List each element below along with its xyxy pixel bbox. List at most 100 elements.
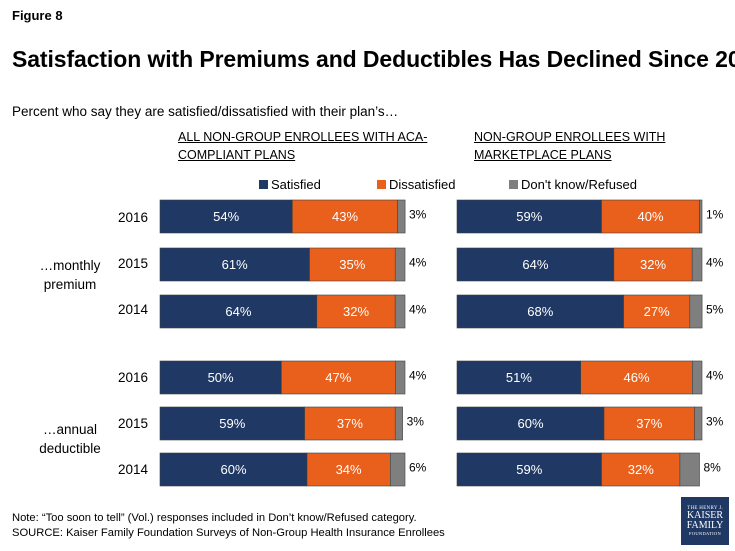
label-p1-deductible-2015-dont-know: 3% (407, 415, 425, 429)
label-p1-premium-2016-dissatisfied: 43% (332, 209, 358, 224)
label-p1-deductible-2016-dissatisfied: 47% (325, 370, 351, 385)
label-p2-deductible-2016-satisfied: 51% (506, 370, 532, 385)
label-p1-deductible-2015-dissatisfied: 37% (337, 416, 363, 431)
bar-p1-premium-2014-dont-know (394, 294, 406, 329)
label-p2-deductible-2014-dont-know: 8% (704, 461, 722, 475)
bar-p2-deductible-2015-dissatisfied (603, 406, 695, 441)
bar-p1-premium-2016-dissatisfied (291, 199, 398, 234)
label-p1-premium-2015-dont-know: 4% (409, 256, 427, 270)
bar-p2-premium-2015-dont-know (691, 247, 703, 282)
bar-p1-deductible-2014-dont-know (389, 452, 406, 487)
bar-p2-deductible-2016-dissatisfied (580, 360, 693, 395)
label-p1-deductible-2016-satisfied: 50% (208, 370, 234, 385)
label-p1-premium-2014-satisfied: 64% (225, 304, 251, 319)
label-p2-premium-2014-satisfied: 68% (527, 304, 553, 319)
label-p2-premium-2015-dont-know: 4% (706, 256, 724, 270)
bar-p2-premium-2016-dissatisfied (601, 199, 700, 234)
legend-label-satisfied: Satisfied (271, 177, 321, 192)
bar-p1-deductible-2015-dissatisfied (304, 406, 396, 441)
year-label-deductible-2016: 2016 (117, 370, 148, 385)
label-p1-premium-2015-dissatisfied: 35% (339, 257, 365, 272)
label-p2-premium-2016-dont-know: 1% (706, 208, 724, 222)
group-label-deductible: …annual deductible (39, 422, 101, 456)
bar-p2-deductible-2015-satisfied (456, 406, 605, 441)
label-p1-deductible-2014-satisfied: 60% (220, 462, 246, 477)
year-label-premium-2014: 2014 (117, 302, 148, 317)
label-p2-deductible-2015-dissatisfied: 37% (636, 416, 662, 431)
label-p1-premium-2016-dont-know: 3% (409, 208, 427, 222)
label-p2-premium-2016-satisfied: 59% (516, 209, 542, 224)
label-p2-deductible-2016-dissatisfied: 46% (623, 370, 649, 385)
legend-satisfied: Satisfied (259, 177, 321, 192)
legend-swatch-satisfied (259, 180, 268, 189)
label-p2-premium-2016-dissatisfied: 40% (637, 209, 663, 224)
kff-logo: THE HENRY J. KAISER FAMILY FOUNDATION (681, 497, 729, 545)
panel-left-title: ALL NON-GROUP ENROLLEES WITH ACA-COMPLIA… (178, 130, 428, 162)
year-label-deductible-2014: 2014 (117, 462, 148, 477)
bar-p1-deductible-2015-dont-know (394, 406, 403, 441)
logo-line-2: KAISER (686, 510, 724, 521)
year-label-premium-2016: 2016 (117, 210, 148, 225)
label-p1-deductible-2015-satisfied: 59% (219, 416, 245, 431)
legend-label-dont-know: Don't know/Refused (521, 177, 637, 192)
label-p1-premium-2015-satisfied: 61% (222, 257, 248, 272)
bar-p1-premium-2015-dont-know (394, 247, 406, 282)
chart-subtitle: Percent who say they are satisfied/dissa… (12, 104, 399, 119)
logo-line-4: FOUNDATION (689, 531, 721, 536)
label-p2-premium-2014-dissatisfied: 27% (644, 304, 670, 319)
year-label-premium-2015: 2015 (117, 256, 148, 271)
legend-swatch-dissatisfied (377, 180, 386, 189)
bar-p2-premium-2016-dont-know (699, 199, 703, 234)
bar-p1-deductible-2016-satisfied (159, 360, 282, 395)
chart-title: Satisfaction with Premiums and Deductibl… (12, 46, 735, 72)
bar-p2-deductible-2014-satisfied (456, 452, 602, 487)
figure-label: Figure 8 (12, 8, 63, 23)
label-p1-premium-2014-dissatisfied: 32% (343, 304, 369, 319)
logo-line-1: THE HENRY J. (687, 506, 723, 511)
bar-p2-deductible-2016-satisfied (456, 360, 581, 395)
bar-p1-deductible-2014-dissatisfied (306, 452, 391, 487)
panel-right-title: NON-GROUP ENROLLEES WITH MARKETPLACE PLA… (474, 130, 666, 162)
label-p1-deductible-2014-dont-know: 6% (409, 461, 427, 475)
footer-source: SOURCE: Kaiser Family Foundation Surveys… (12, 527, 445, 539)
bar-p1-premium-2015-satisfied (159, 247, 310, 282)
label-p1-deductible-2014-dissatisfied: 34% (336, 462, 362, 477)
bar-p1-deductible-2016-dont-know (394, 360, 406, 395)
bar-p1-premium-2015-dissatisfied (309, 247, 396, 282)
label-p2-deductible-2014-satisfied: 59% (516, 462, 542, 477)
bar-p2-premium-2015-dissatisfied (613, 247, 693, 282)
bar-p1-premium-2014-satisfied (159, 294, 318, 329)
footer-note: Note: “Too soon to tell” (Vol.) response… (12, 512, 417, 524)
bar-p2-deductible-2014-dont-know (679, 452, 700, 487)
legend-label-dissatisfied: Dissatisfied (389, 177, 456, 192)
bar-p2-premium-2016-satisfied (456, 199, 602, 234)
label-p2-deductible-2015-satisfied: 60% (517, 416, 543, 431)
label-p2-deductible-2014-dissatisfied: 32% (628, 462, 654, 477)
bar-p1-deductible-2015-satisfied (159, 406, 305, 441)
label-p2-premium-2015-dissatisfied: 32% (640, 257, 666, 272)
bar-p2-deductible-2015-dont-know (694, 406, 703, 441)
legend-dissatisfied: Dissatisfied (377, 177, 455, 192)
group-label-premium: …monthly premium (39, 258, 101, 292)
bar-p2-premium-2014-dissatisfied (623, 294, 691, 329)
legend-dont-know: Don't know/Refused (509, 177, 637, 192)
label-p2-premium-2014-dont-know: 5% (706, 303, 724, 317)
label-p2-deductible-2015-dont-know: 3% (706, 415, 724, 429)
label-p1-premium-2014-dont-know: 4% (409, 303, 427, 317)
bar-p2-deductible-2016-dont-know (691, 360, 703, 395)
year-label-deductible-2015: 2015 (117, 416, 148, 431)
bar-p1-premium-2014-dissatisfied (316, 294, 396, 329)
label-p1-premium-2016-satisfied: 54% (213, 209, 239, 224)
label-p1-deductible-2016-dont-know: 4% (409, 369, 427, 383)
bar-p1-premium-2016-dont-know (397, 199, 406, 234)
bar-p2-deductible-2014-dissatisfied (601, 452, 681, 487)
label-p2-deductible-2016-dont-know: 4% (706, 369, 724, 383)
label-p2-premium-2015-satisfied: 64% (522, 257, 548, 272)
bar-p1-deductible-2016-dissatisfied (280, 360, 396, 395)
bar-p2-premium-2015-satisfied (456, 247, 615, 282)
bar-p1-premium-2016-satisfied (159, 199, 293, 234)
bar-p2-premium-2014-dont-know (689, 294, 703, 329)
bar-p1-deductible-2014-satisfied (159, 452, 308, 487)
logo-line-3: FAMILY (686, 520, 724, 531)
